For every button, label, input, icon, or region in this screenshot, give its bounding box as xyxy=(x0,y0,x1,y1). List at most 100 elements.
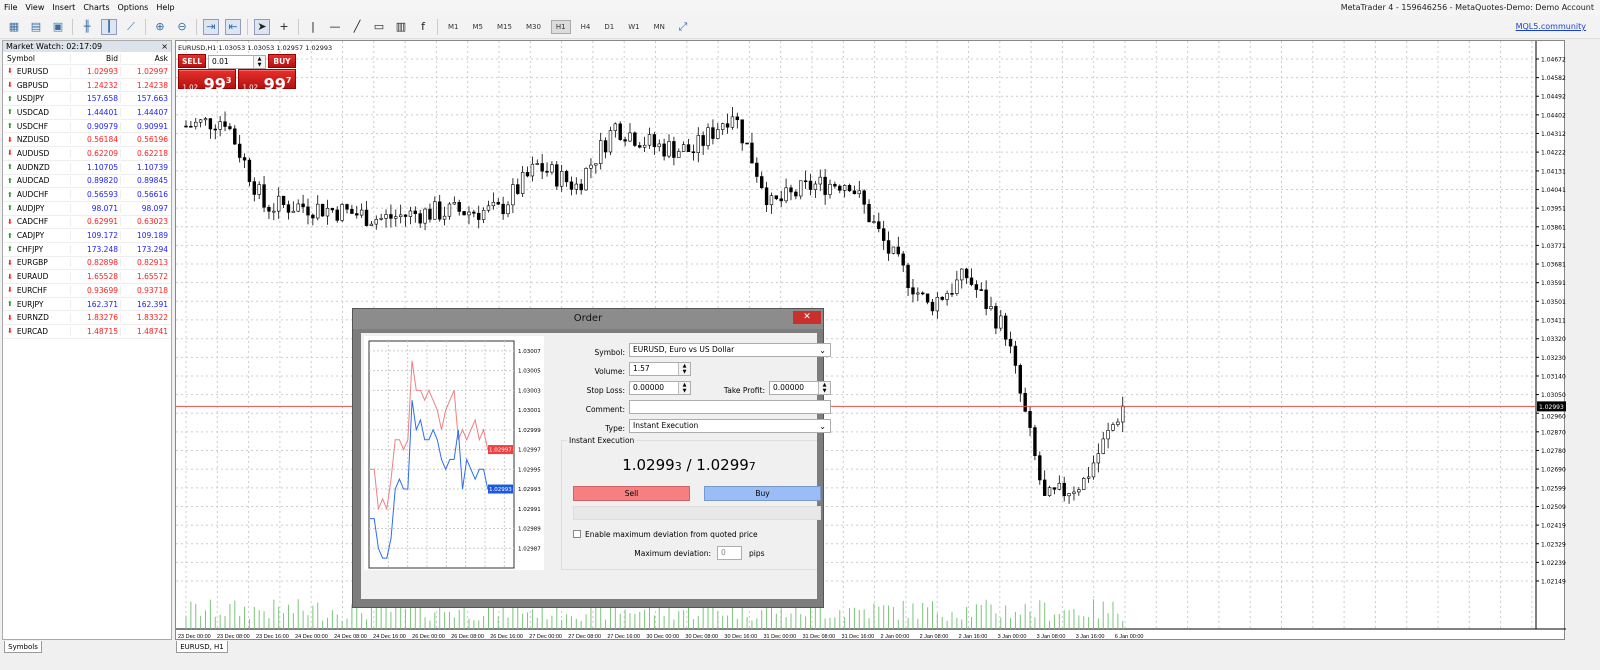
line-chart-icon[interactable]: ⟋ xyxy=(127,19,135,33)
market-watch-row[interactable]: ⬇ EURCAD 1.48715 1.48741 xyxy=(3,325,171,339)
ask-cell: 162.391 xyxy=(120,299,171,309)
market-watch-row[interactable]: ⬇ NZDUSD 0.56184 0.56196 xyxy=(3,133,171,148)
time-tick-label: 26 Dec 16:00 xyxy=(490,634,523,640)
sell-button[interactable]: Sell xyxy=(573,486,690,501)
market-watch-row[interactable]: ⬆ AUDJPY 98.071 98.097 xyxy=(3,202,171,216)
market-watch-row[interactable]: ⬇ EURUSD 1.02993 1.02997 xyxy=(3,65,171,79)
timeframe-h4[interactable]: H4 xyxy=(580,22,591,31)
time-tick-label: 30 Dec 16:00 xyxy=(724,634,757,640)
market-watch-row[interactable]: ⬆ AUDCHF 0.56593 0.56616 xyxy=(3,188,171,202)
tab-eurusd-h1[interactable]: EURUSD, H1 xyxy=(176,641,228,653)
market-watch-row[interactable]: ⬇ EURNZD 1.83276 1.83322 xyxy=(3,311,171,326)
column-ask[interactable]: Ask xyxy=(120,53,171,63)
lot-spinner[interactable]: ▲ ▼ xyxy=(253,56,265,68)
menu-help[interactable]: Help xyxy=(156,3,175,12)
market-watch-row[interactable]: ⬆ EURJPY 162.371 162.391 xyxy=(3,298,171,312)
crosshair-icon[interactable]: + xyxy=(279,20,289,33)
timeframe-w1[interactable]: W1 xyxy=(628,22,640,31)
chevron-down-icon: ⌄ xyxy=(819,422,826,431)
zoom-in-icon[interactable]: ⊕ xyxy=(155,20,165,33)
close-button[interactable]: ✕ xyxy=(793,311,821,324)
buy-button[interactable]: Buy xyxy=(704,486,821,501)
trendline-icon[interactable]: ╱ xyxy=(353,20,361,33)
menu-insert[interactable]: Insert xyxy=(52,3,76,12)
timeframe-m30[interactable]: M30 xyxy=(525,22,541,31)
market-watch-row[interactable]: ⬆ USDCAD 1.44401 1.44407 xyxy=(3,106,171,120)
candle-body xyxy=(881,228,886,241)
volume-input[interactable]: 1.57 ▲ ▼ xyxy=(629,362,691,376)
market-watch-row[interactable]: ⬇ CADCHF 0.62991 0.63023 xyxy=(3,216,171,230)
market-watch-row[interactable]: ⬇ EURGBP 0.82898 0.82913 xyxy=(3,257,171,271)
order-type-select[interactable]: Instant Execution ⌄ xyxy=(629,419,831,433)
templates-icon[interactable]: ▤ xyxy=(30,20,42,33)
volume-spinner[interactable]: ▲ ▼ xyxy=(678,363,690,375)
symbol-select[interactable]: EURUSD, Euro vs US Dollar ⌄ xyxy=(629,343,831,357)
market-watch-row[interactable]: ⬇ EURAUD 1.65528 1.65572 xyxy=(3,270,171,284)
close-icon[interactable]: × xyxy=(161,42,168,51)
zoom-out-icon[interactable]: ⊖ xyxy=(177,20,187,33)
column-symbol[interactable]: Symbol xyxy=(7,53,35,63)
market-watch-row[interactable]: ⬆ CHFJPY 173.248 173.294 xyxy=(3,243,171,257)
cursor-icon[interactable]: ➤ xyxy=(254,18,270,35)
one-click-sell-price[interactable]: 1.02 993 xyxy=(178,69,236,93)
bid-cell: 162.371 xyxy=(70,299,120,309)
indicators-icon[interactable]: f xyxy=(421,20,425,33)
market-watch-row[interactable]: ⬆ AUDCAD 0.89820 0.89845 xyxy=(3,175,171,189)
market-watch-row[interactable]: ⬆ CADJPY 109.172 109.189 xyxy=(3,229,171,243)
new-chart-icon[interactable]: ▦ xyxy=(8,20,20,33)
mql5-community-link[interactable]: MQL5.community xyxy=(1515,22,1586,31)
max-deviation-checkbox[interactable] xyxy=(573,530,581,538)
text-label-icon[interactable]: ▭ xyxy=(373,20,385,33)
one-click-sell-button[interactable]: SELL xyxy=(178,54,206,68)
candle-body xyxy=(638,145,642,148)
column-bid[interactable]: Bid xyxy=(70,53,120,63)
market-watch-row[interactable]: ⬆ USDCHF 0.90979 0.90991 xyxy=(3,120,171,134)
sell-price-prefix: 1.02 xyxy=(182,83,199,92)
price-tick-label: 1.03320 xyxy=(1541,336,1566,343)
auto-scroll-icon[interactable]: ⇥ xyxy=(203,18,219,35)
candle-body xyxy=(930,301,935,312)
timeframe-mn[interactable]: MN xyxy=(653,22,665,31)
menu-view[interactable]: View xyxy=(25,3,45,12)
profiles-icon[interactable]: ▣ xyxy=(52,20,64,33)
menu-options[interactable]: Options xyxy=(117,3,149,12)
stop-loss-input[interactable]: 0.00000 ▲ ▼ xyxy=(629,381,691,395)
market-watch-row[interactable]: ⬆ USDJPY 157.658 157.663 xyxy=(3,92,171,107)
arrow-down-icon: ⬇ xyxy=(7,327,13,336)
vertical-line-icon[interactable]: | xyxy=(311,20,315,33)
stop-loss-spinner[interactable]: ▲ ▼ xyxy=(678,382,690,394)
fullscreen-icon[interactable]: ⤢ xyxy=(678,19,688,33)
menu-file[interactable]: File xyxy=(4,3,18,12)
candlestick-icon[interactable]: ┃ xyxy=(101,18,117,35)
bid-price-badge-label: 1.02993 xyxy=(489,487,512,493)
bid-cell: 0.93699 xyxy=(70,285,120,295)
chart-shift-icon[interactable]: ⇤ xyxy=(225,18,241,35)
timeframe-d1[interactable]: D1 xyxy=(604,22,615,31)
horizontal-line-icon[interactable]: — xyxy=(329,20,341,33)
candle-body xyxy=(325,207,330,217)
lot-size-input[interactable]: 0.01 ▲ ▼ xyxy=(208,55,266,69)
tab-symbols[interactable]: Symbols xyxy=(4,641,42,653)
market-watch-row[interactable]: ⬇ AUDUSD 0.62209 0.62218 xyxy=(3,147,171,161)
market-watch-row[interactable]: ⬇ EURCHF 0.93699 0.93718 xyxy=(3,284,171,298)
bar-chart-icon[interactable]: ╫ xyxy=(83,20,91,33)
one-click-buy-price[interactable]: 1.02 997 xyxy=(238,69,296,93)
take-profit-spinner[interactable]: ▲ ▼ xyxy=(818,382,830,394)
chevron-down-icon: ⌄ xyxy=(819,346,826,355)
fibonacci-icon[interactable]: ▥ xyxy=(395,20,407,33)
candle-body xyxy=(789,187,793,193)
one-click-buy-button[interactable]: BUY xyxy=(268,54,296,68)
comment-input[interactable] xyxy=(629,400,831,414)
menu-charts[interactable]: Charts xyxy=(83,3,110,12)
candle-body xyxy=(569,181,574,190)
timeframe-h1[interactable]: H1 xyxy=(550,19,571,34)
timeframe-m1[interactable]: M1 xyxy=(448,22,459,31)
take-profit-input[interactable]: 0.00000 ▲ ▼ xyxy=(769,381,831,395)
arrow-up-icon: ⬆ xyxy=(7,300,13,309)
time-tick-label: 23 Dec 00:00 xyxy=(178,634,211,640)
market-watch-row[interactable]: ⬆ AUDNZD 1.10705 1.10739 xyxy=(3,161,171,175)
timeframe-m15[interactable]: M15 xyxy=(497,22,512,31)
max-deviation-input[interactable]: 0 xyxy=(717,546,742,560)
market-watch-row[interactable]: ⬇ GBPUSD 1.24232 1.24238 xyxy=(3,79,171,93)
timeframe-m5[interactable]: M5 xyxy=(472,22,484,31)
